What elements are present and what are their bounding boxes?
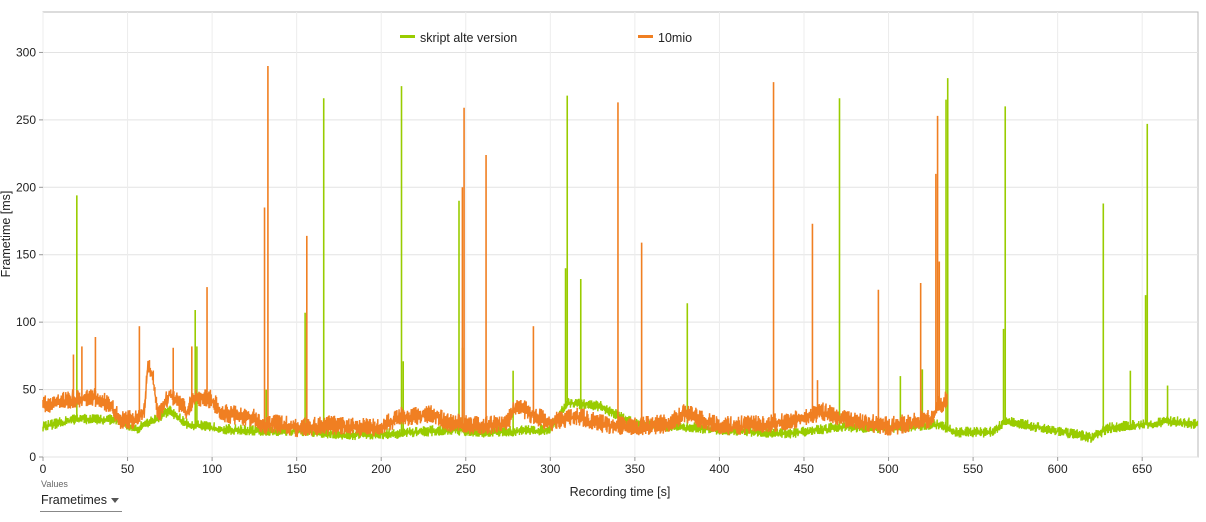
legend-swatch-10mio <box>638 35 653 38</box>
x-tick-label: 0 <box>40 462 47 476</box>
grid-lines <box>42 12 1198 458</box>
y-axis-title: Frametime [ms] <box>0 191 13 278</box>
y-tick-label: 200 <box>16 180 36 194</box>
chevron-down-icon[interactable] <box>111 497 119 503</box>
legend-label-skript-alte-version: skript alte version <box>420 31 517 45</box>
x-tick-label: 600 <box>1048 462 1068 476</box>
x-tick-label: 200 <box>371 462 391 476</box>
values-selector-caption: Values <box>41 479 68 489</box>
y-tick-label: 250 <box>16 113 36 127</box>
legend-label-10mio: 10mio <box>658 31 692 45</box>
y-tick-label: 50 <box>23 383 37 397</box>
values-dropdown-value: Frametimes <box>41 493 107 507</box>
x-tick-label: 500 <box>879 462 899 476</box>
legend: skript alte version 10mio <box>400 31 692 45</box>
x-tick-label: 50 <box>121 462 135 476</box>
legend-swatch-skript-alte-version <box>400 35 415 38</box>
plot-area <box>42 11 1199 458</box>
x-tick-label: 300 <box>540 462 560 476</box>
series-trace-10mio <box>42 360 948 438</box>
values-dropdown[interactable]: Frametimes <box>40 489 122 512</box>
x-tick-label: 400 <box>709 462 729 476</box>
y-tick-label: 100 <box>16 315 36 329</box>
x-tick-label: 650 <box>1132 462 1152 476</box>
y-tick-label: 0 <box>29 450 36 464</box>
y-tick-label: 300 <box>16 45 36 59</box>
series-10mio <box>42 65 948 438</box>
values-selector[interactable]: Values Frametimes <box>40 479 122 512</box>
x-tick-label: 150 <box>287 462 307 476</box>
x-axis-title: Recording time [s] <box>570 485 671 499</box>
y-tick-label: 150 <box>16 248 36 262</box>
axis-layer: 0 50 100 150 200 250 300 0 50 100 150 200 250 300 350 4… <box>16 45 1153 476</box>
x-tick-label: 550 <box>963 462 983 476</box>
x-tick-label: 100 <box>202 462 222 476</box>
series-layer <box>42 65 1199 443</box>
x-tick-label: 350 <box>625 462 645 476</box>
x-tick-label: 250 <box>456 462 476 476</box>
x-tick-label: 450 <box>794 462 814 476</box>
